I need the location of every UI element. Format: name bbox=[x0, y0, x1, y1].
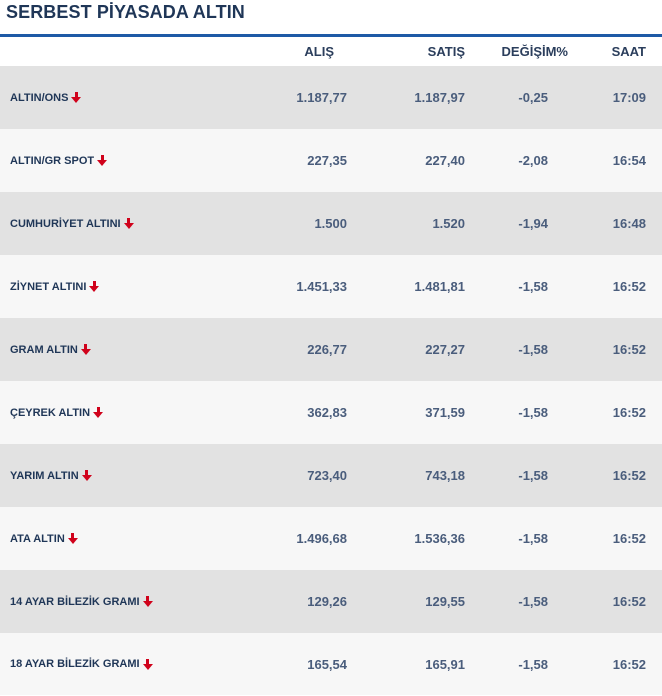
row-name-cell[interactable]: ALTIN/ONS bbox=[0, 92, 270, 104]
degisim-value: -1,58 bbox=[518, 342, 548, 357]
degisim-value: -1,94 bbox=[518, 216, 548, 231]
alis-value: 1.500 bbox=[314, 216, 347, 231]
degisim-value: -2,08 bbox=[518, 153, 548, 168]
arrow-down-icon bbox=[97, 155, 108, 166]
row-name-cell[interactable]: YARIM ALTIN bbox=[0, 470, 270, 482]
degisim-value: -1,58 bbox=[518, 279, 548, 294]
table-row[interactable]: YARIM ALTIN 723,40 743,18 -1,58 16:52 bbox=[0, 444, 662, 507]
header-saat[interactable]: SAAT bbox=[611, 44, 646, 59]
degisim-value: -1,58 bbox=[518, 405, 548, 420]
table-row[interactable]: ALTIN/GR SPOT 227,35 227,40 -2,08 16:54 bbox=[0, 129, 662, 192]
alis-value: 723,40 bbox=[307, 468, 347, 483]
instrument-name[interactable]: ZİYNET ALTINI bbox=[10, 280, 87, 293]
saat-value: 16:54 bbox=[612, 153, 646, 168]
table-row[interactable]: GRAM ALTIN 226,77 227,27 -1,58 16:52 bbox=[0, 318, 662, 381]
alis-value: 1.451,33 bbox=[296, 279, 347, 294]
row-name-cell[interactable]: 14 AYAR BİLEZİK GRAMI bbox=[0, 596, 270, 608]
saat-value: 16:52 bbox=[612, 468, 646, 483]
arrow-down-icon bbox=[80, 344, 91, 355]
satis-value: 1.481,81 bbox=[414, 279, 465, 294]
table-row[interactable]: ATA ALTIN 1.496,68 1.536,36 -1,58 16:52 bbox=[0, 507, 662, 570]
widget-title: SERBEST PİYASADA ALTIN bbox=[6, 2, 245, 22]
degisim-value: -1,58 bbox=[518, 656, 548, 672]
saat-value: 16:48 bbox=[612, 216, 646, 231]
row-name-cell[interactable]: ALTIN/GR SPOT bbox=[0, 155, 270, 167]
arrow-down-icon bbox=[123, 218, 134, 229]
price-table: ALIŞ SATIŞ DEĞİŞİM% SAAT ALTIN/ONS 1.187,… bbox=[0, 37, 662, 695]
arrow-down-icon bbox=[93, 407, 104, 418]
row-name-cell[interactable]: GRAM ALTIN bbox=[0, 344, 270, 356]
title-divider bbox=[0, 34, 662, 37]
degisim-value: -1,58 bbox=[518, 594, 548, 609]
instrument-name[interactable]: CUMHURİYET ALTINI bbox=[10, 217, 121, 230]
instrument-name[interactable]: ÇEYREK ALTIN bbox=[10, 406, 91, 419]
table-header: ALIŞ SATIŞ DEĞİŞİM% SAAT bbox=[0, 37, 662, 66]
instrument-name[interactable]: 18 AYAR BİLEZİK GRAMI bbox=[10, 658, 140, 670]
instrument-name[interactable]: ALTIN/GR SPOT bbox=[10, 154, 95, 167]
header-satis[interactable]: SATIŞ bbox=[427, 44, 465, 59]
saat-value: 16:52 bbox=[612, 531, 646, 546]
saat-value: 16:52 bbox=[612, 656, 646, 672]
arrow-down-icon bbox=[142, 596, 153, 607]
arrow-down-icon bbox=[67, 533, 78, 544]
alis-value: 129,26 bbox=[307, 594, 347, 609]
saat-value: 16:52 bbox=[612, 342, 646, 357]
saat-value: 16:52 bbox=[612, 405, 646, 420]
satis-value: 129,55 bbox=[425, 594, 465, 609]
satis-value: 371,59 bbox=[425, 405, 465, 420]
saat-value: 16:52 bbox=[612, 594, 646, 609]
table-row[interactable]: 14 AYAR BİLEZİK GRAMI 129,26 129,55 -1,58 16… bbox=[0, 570, 662, 633]
satis-value: 743,18 bbox=[425, 468, 465, 483]
alis-value: 362,83 bbox=[307, 405, 347, 420]
arrow-down-icon bbox=[142, 658, 153, 670]
instrument-name[interactable]: ATA ALTIN bbox=[10, 532, 65, 545]
table-row[interactable]: ÇEYREK ALTIN 362,83 371,59 -1,58 16:52 bbox=[0, 381, 662, 444]
instrument-name[interactable]: ALTIN/ONS bbox=[10, 91, 69, 104]
satis-value: 1.187,97 bbox=[414, 90, 465, 105]
row-name-cell[interactable]: 18 AYAR BİLEZİK GRAMI bbox=[0, 658, 270, 670]
alis-value: 1.496,68 bbox=[296, 531, 347, 546]
degisim-value: -1,58 bbox=[518, 531, 548, 546]
row-name-cell[interactable]: ATA ALTIN bbox=[0, 533, 270, 545]
instrument-name[interactable]: YARIM ALTIN bbox=[10, 469, 79, 482]
table-row[interactable]: ZİYNET ALTINI 1.451,33 1.481,81 -1,58 16:52 bbox=[0, 255, 662, 318]
header-alis[interactable]: ALIŞ bbox=[304, 44, 334, 59]
saat-value: 16:52 bbox=[612, 279, 646, 294]
satis-value: 227,27 bbox=[425, 342, 465, 357]
table-row[interactable]: 18 AYAR BİLEZİK GRAMI 165,54 165,91 -1,58 16… bbox=[0, 633, 662, 695]
alis-value: 226,77 bbox=[307, 342, 347, 357]
row-name-cell[interactable]: CUMHURİYET ALTINI bbox=[0, 218, 270, 230]
arrow-down-icon bbox=[71, 92, 82, 103]
satis-value: 165,91 bbox=[425, 656, 465, 672]
table-row[interactable]: CUMHURİYET ALTINI 1.500 1.520 -1,94 16:48 bbox=[0, 192, 662, 255]
instrument-name[interactable]: 14 AYAR BİLEZİK GRAMI bbox=[10, 595, 140, 608]
degisim-value: -1,58 bbox=[518, 468, 548, 483]
alis-value: 227,35 bbox=[307, 153, 347, 168]
arrow-down-icon bbox=[89, 281, 100, 292]
satis-value: 1.520 bbox=[432, 216, 465, 231]
alis-value: 165,54 bbox=[307, 656, 347, 672]
degisim-value: -0,25 bbox=[518, 90, 548, 105]
instrument-name[interactable]: GRAM ALTIN bbox=[10, 343, 78, 356]
row-name-cell[interactable]: ZİYNET ALTINI bbox=[0, 281, 270, 293]
row-name-cell[interactable]: ÇEYREK ALTIN bbox=[0, 407, 270, 419]
satis-value: 227,40 bbox=[425, 153, 465, 168]
table-row[interactable]: ALTIN/ONS 1.187,77 1.187,97 -0,25 17:09 bbox=[0, 66, 662, 129]
header-degisim[interactable]: DEĞİŞİM% bbox=[501, 44, 568, 59]
saat-value: 17:09 bbox=[612, 90, 646, 105]
alis-value: 1.187,77 bbox=[296, 90, 347, 105]
satis-value: 1.536,36 bbox=[414, 531, 465, 546]
arrow-down-icon bbox=[81, 470, 92, 481]
